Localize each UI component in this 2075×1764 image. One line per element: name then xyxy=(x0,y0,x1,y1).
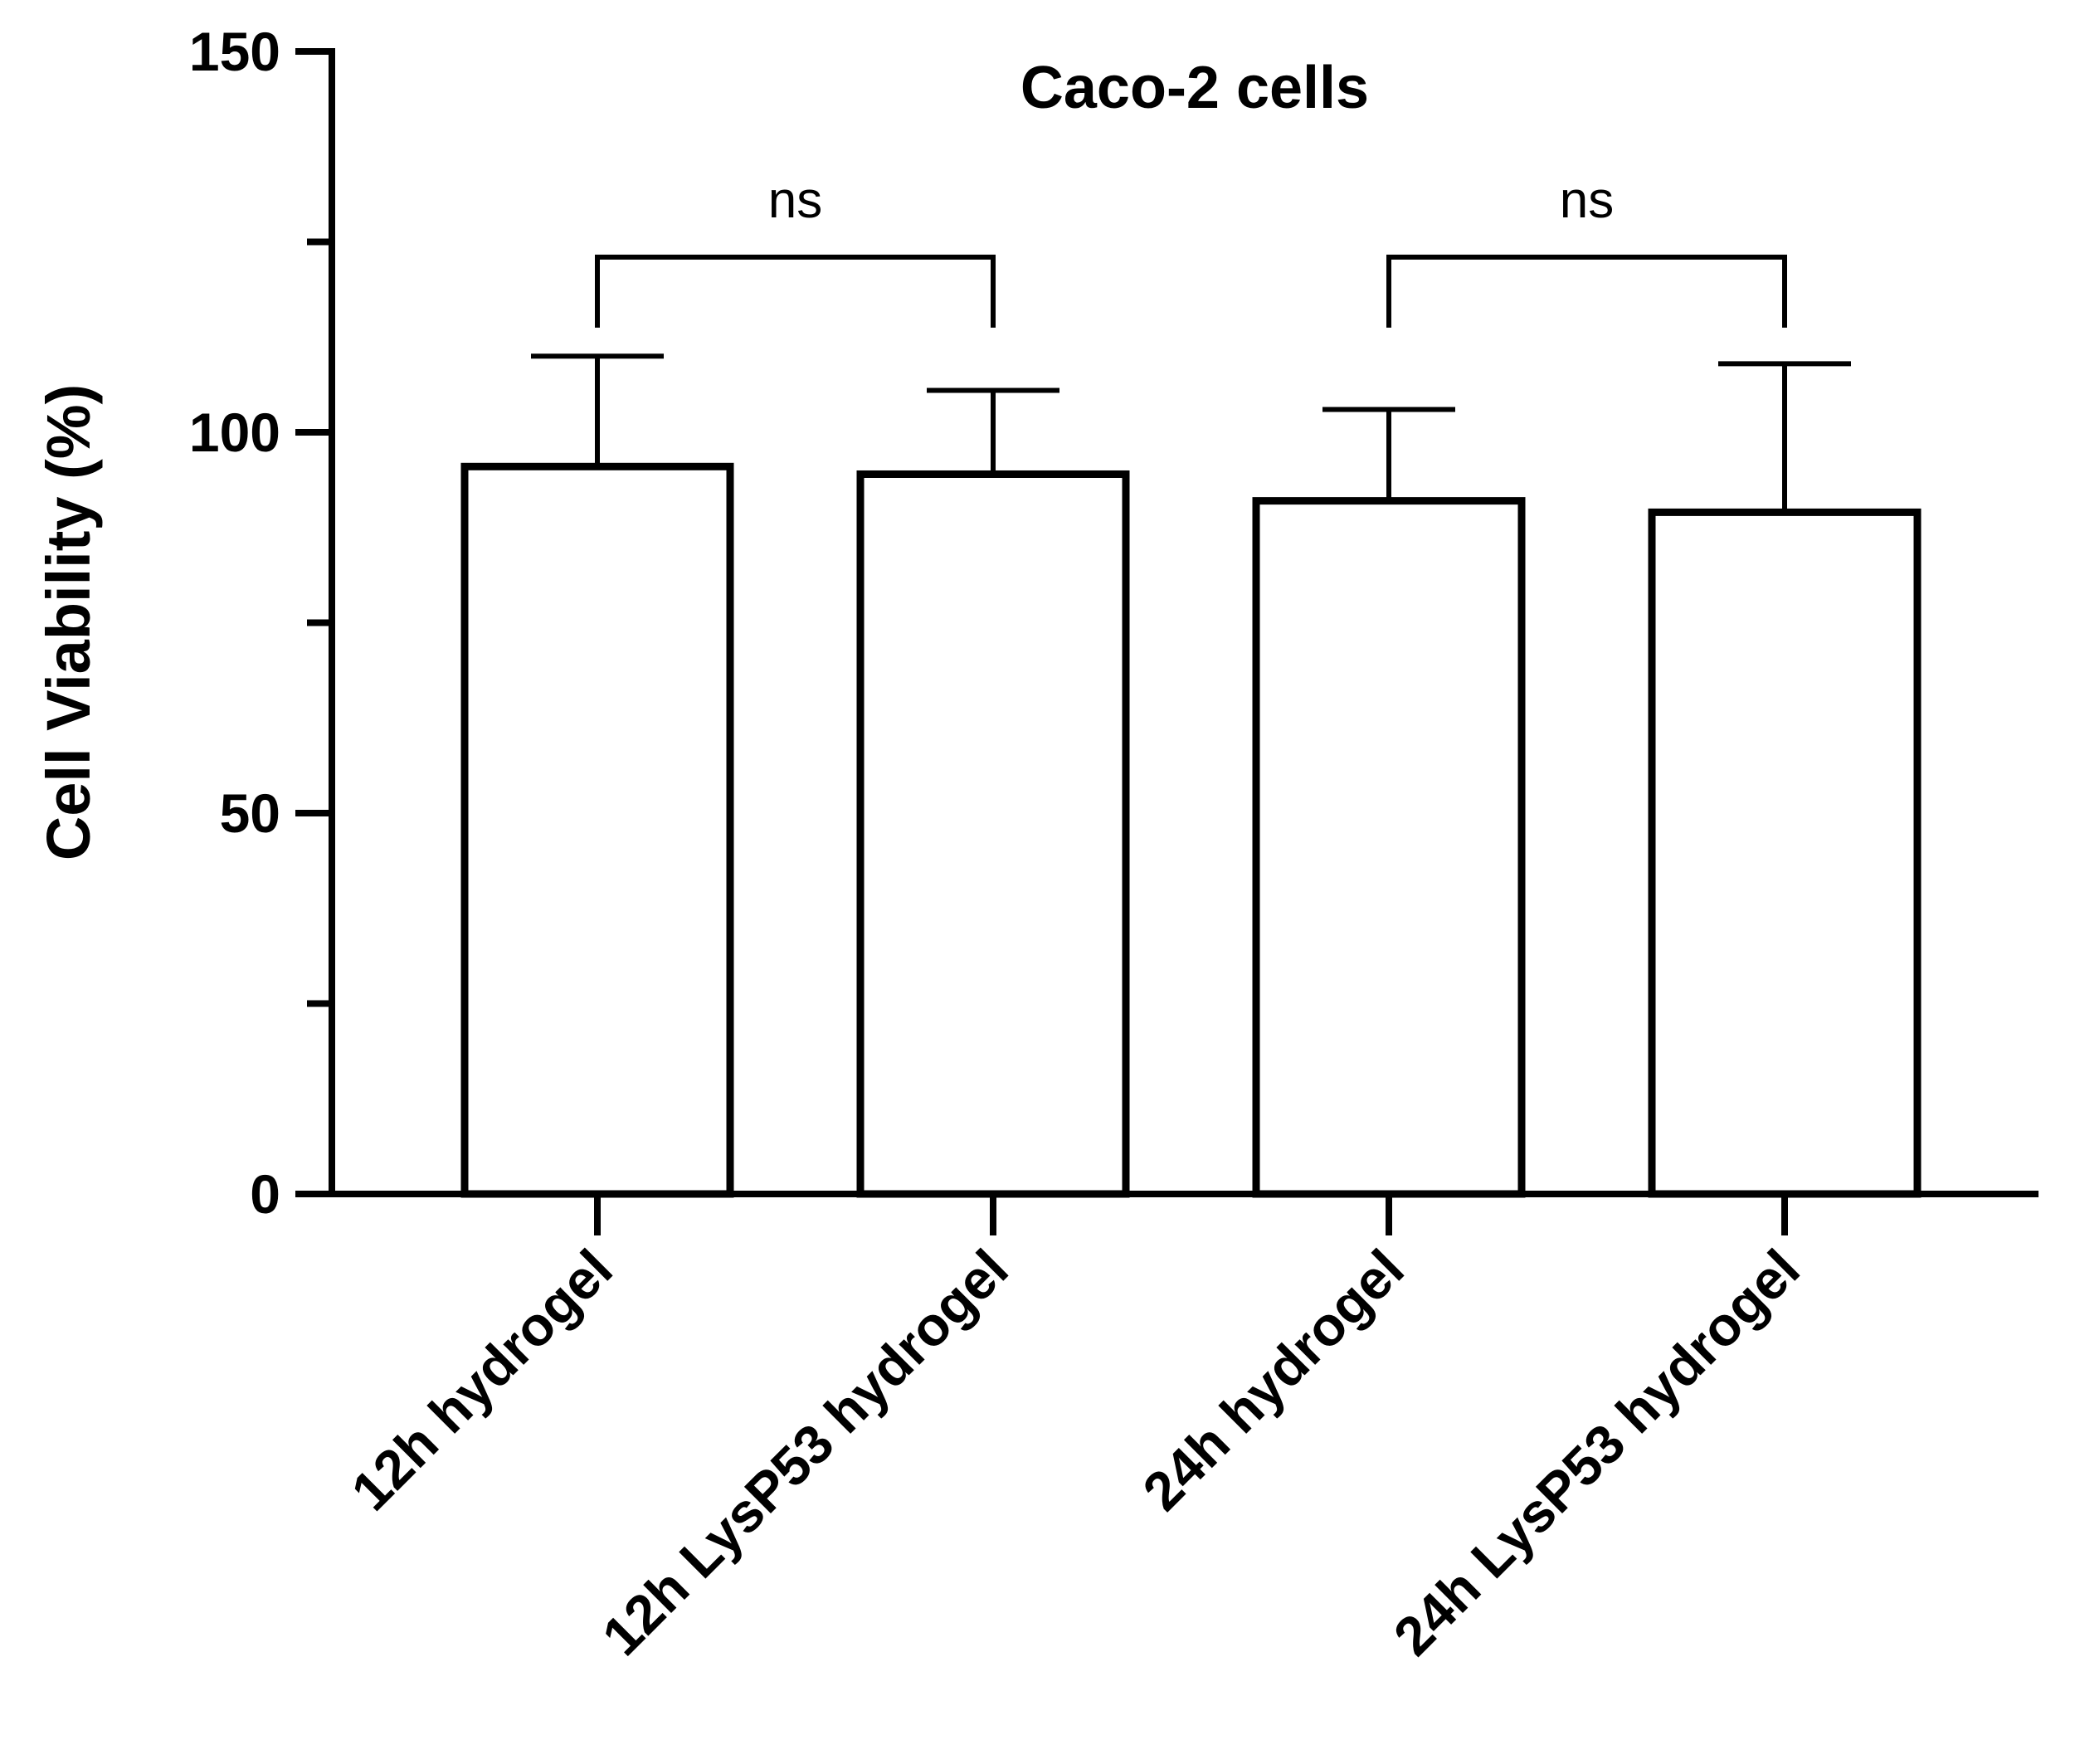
significance-layer: ns ns xyxy=(595,172,1787,328)
x-category-label-1: 12h hydrogel xyxy=(339,1238,624,1523)
chart-title: Caco-2 cells xyxy=(1020,55,1369,121)
x-category-label-4: 24h LysP53 hydrogel xyxy=(1381,1238,1810,1667)
x-category-label-3: 24h hydrogel xyxy=(1131,1238,1415,1523)
bar-2 xyxy=(856,470,1130,1198)
y-tick-label: 100 xyxy=(189,402,280,463)
y-tick-label: 50 xyxy=(220,782,280,844)
significance-bracket-1 xyxy=(595,254,996,328)
bars-layer xyxy=(460,462,1922,1198)
bar-1 xyxy=(460,462,734,1198)
y-tick-label: 0 xyxy=(250,1163,280,1225)
axes-layer xyxy=(295,48,2038,1235)
significance-bracket-2 xyxy=(1386,254,1787,328)
error-bars-layer xyxy=(531,353,1851,513)
x-category-label-2: 12h LysP53 hydrogel xyxy=(590,1238,1019,1667)
bar-4 xyxy=(1648,508,1922,1198)
y-tick-label: 150 xyxy=(189,21,280,82)
significance-label-2: ns xyxy=(1560,172,1614,229)
significance-label-1: ns xyxy=(768,172,822,229)
y-axis-title: Cell Viability (%) xyxy=(34,384,103,860)
bar-3 xyxy=(1252,497,1526,1198)
